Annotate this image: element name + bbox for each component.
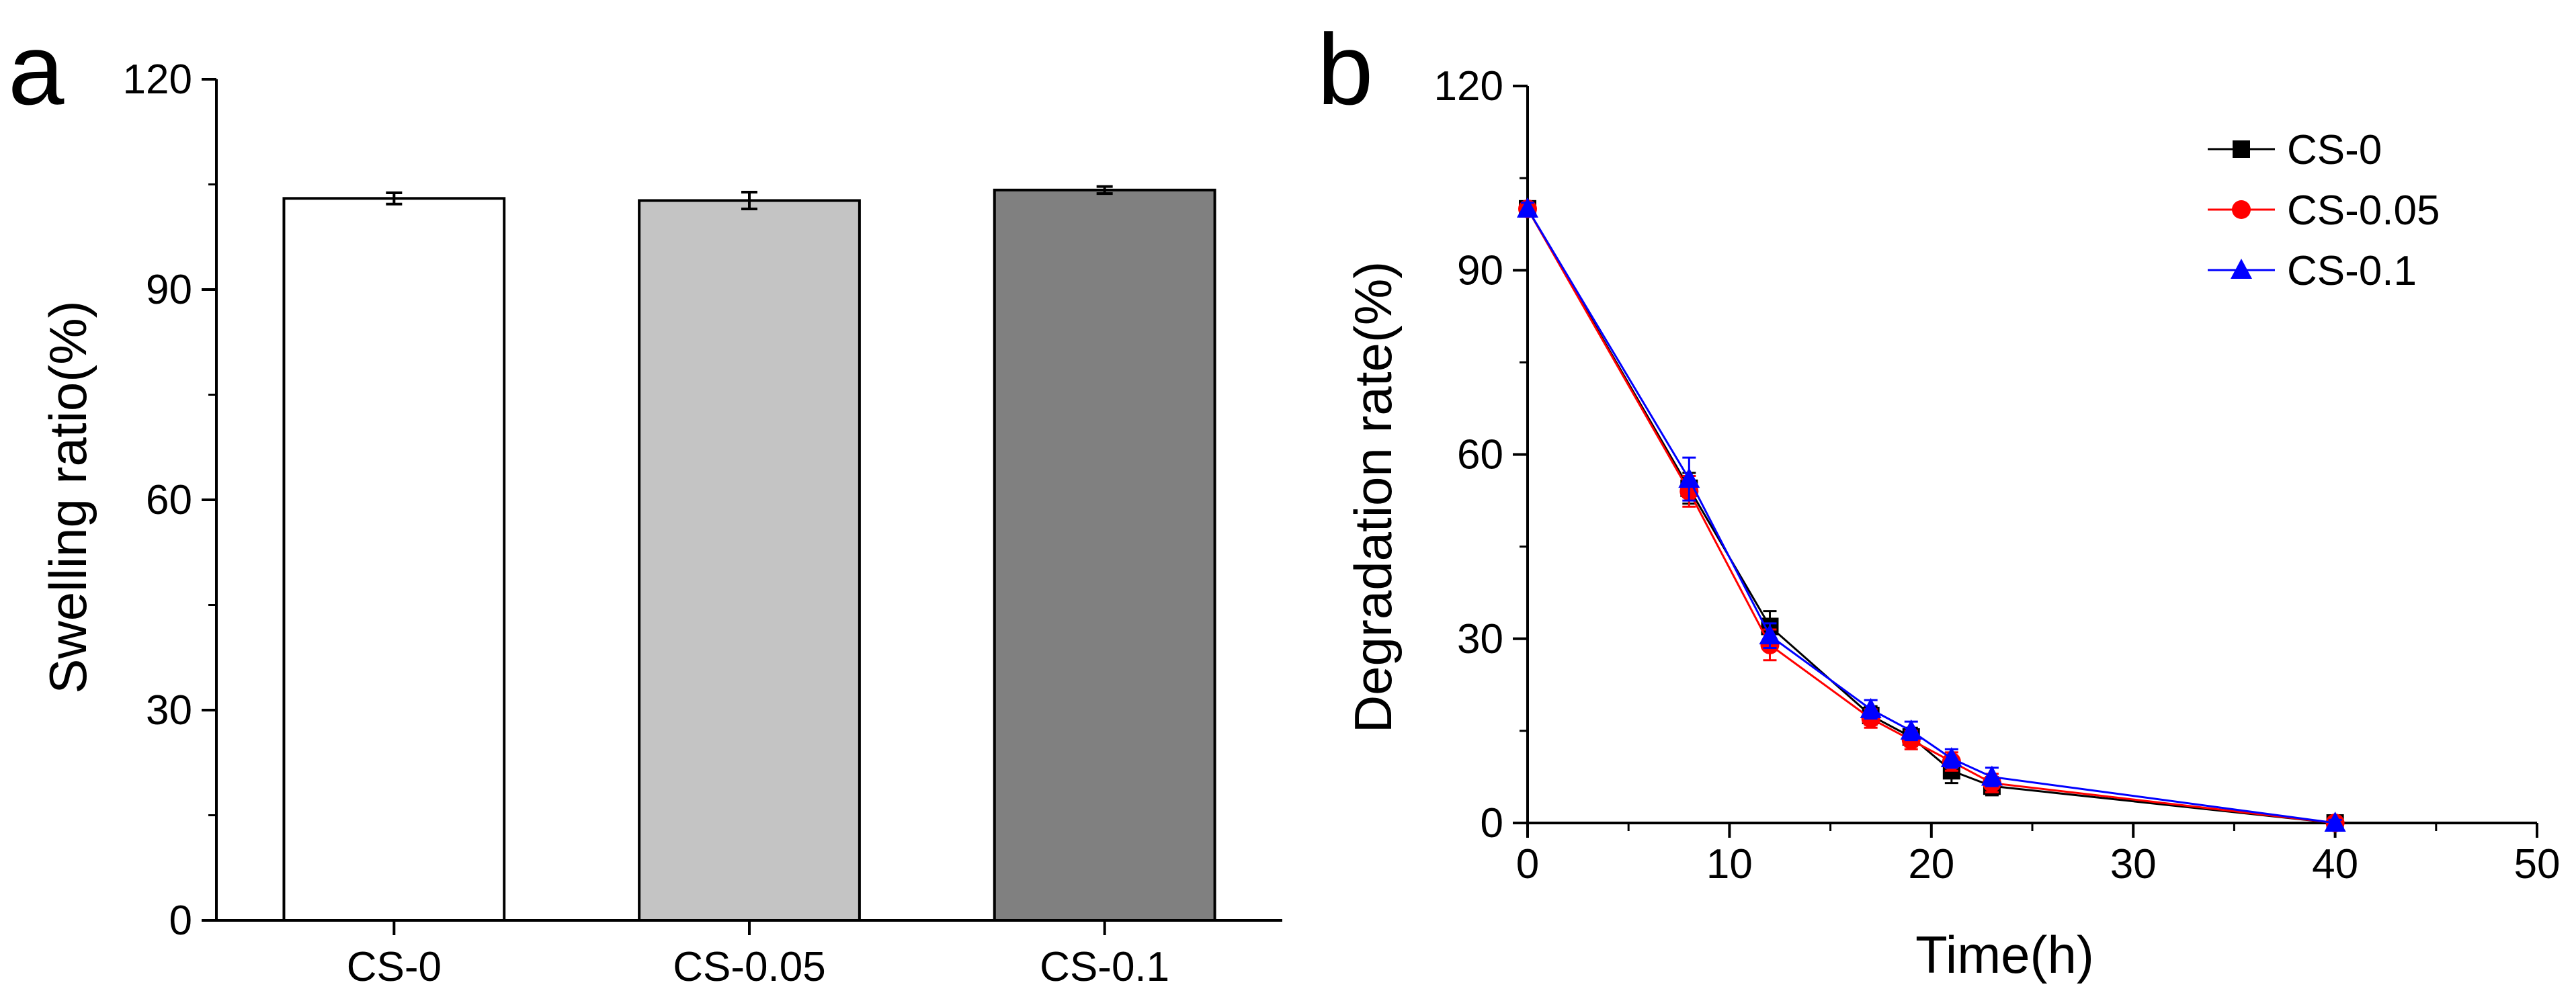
marker-triangle: [1759, 624, 1781, 645]
panel-a-ticks: 0 30 60 90 120 CS-0 CS-0.05 CS-0.1: [123, 56, 1170, 990]
marker-triangle: [1900, 719, 1922, 740]
panel-b-legend: CS-0 CS-0.05 CS-0.1: [2208, 127, 2440, 294]
panel-a-x-tick-label: CS-0: [347, 944, 442, 990]
marker-triangle: [1981, 765, 2003, 786]
bar: [638, 199, 861, 922]
panel-a: a 0 30 60 90 120 CS-0 CS-0.05 CS-0.1 Swelling r…: [8, 13, 1282, 990]
panel-b-x-tick-label: 0: [1516, 841, 1539, 887]
panel-a-y-axis-title: Swelling ratio(%): [38, 300, 97, 693]
marker-triangle: [1940, 747, 1962, 768]
panel-label-a: a: [8, 13, 65, 126]
panel-a-x-tick-label: CS-0.1: [1040, 944, 1169, 990]
panel-b-y-tick-label: 120: [1434, 63, 1503, 110]
legend-label: CS-0: [2287, 127, 2382, 173]
bar: [993, 188, 1216, 922]
marker-square: [2233, 140, 2250, 158]
marker-triangle: [1517, 197, 1538, 218]
panel-b-series: [1517, 197, 2346, 832]
panel-a-bars: [282, 185, 1216, 922]
marker-circle: [2232, 200, 2251, 219]
panel-a-y-tick-label: 30: [146, 687, 192, 734]
marker-triangle: [1860, 697, 1882, 718]
bar: [282, 197, 506, 922]
panel-b-y-tick-label: 0: [1481, 800, 1503, 846]
panel-b-y-tick-label: 60: [1457, 432, 1503, 478]
panel-b-y-tick-label: 30: [1457, 616, 1503, 662]
series-line: [1526, 208, 2335, 824]
marker-triangle: [1678, 468, 1700, 488]
panel-b-x-tick-label: 30: [2110, 841, 2157, 887]
panel-b-ticks: 0 30 60 90 120 0 10 20 30 40 50: [1434, 63, 2561, 887]
panel-a-y-tick-label: 0: [169, 898, 192, 944]
panel-b-x-axis-title: Time(h): [1915, 925, 2094, 984]
series-line: [1526, 208, 2335, 824]
panel-b-x-tick-label: 40: [2312, 841, 2358, 887]
series-line: [1526, 208, 2335, 824]
panel-a-y-tick-label: 120: [123, 56, 192, 103]
panel-b-y-tick-label: 90: [1457, 247, 1503, 294]
panel-a-y-tick-label: 90: [146, 267, 192, 313]
panel-a-y-tick-label: 60: [146, 477, 192, 523]
marker-triangle: [2231, 259, 2252, 279]
panel-b-y-axis-title: Degradation rate(%): [1343, 261, 1403, 733]
panel-label-b: b: [1317, 13, 1373, 126]
panel-b-x-tick-label: 10: [1706, 841, 1753, 887]
panel-b-x-tick-label: 50: [2514, 841, 2561, 887]
legend-label: CS-0.05: [2287, 187, 2440, 234]
legend-label: CS-0.1: [2287, 248, 2417, 294]
panel-b-x-tick-label: 20: [1908, 841, 1954, 887]
marker-triangle: [2324, 812, 2346, 832]
panel-a-x-tick-label: CS-0.05: [673, 944, 825, 990]
panel-b: b 0 30 60 90 120 0 10 20 30 40 50 CS-0 CS-0.05 CS-0.…: [1317, 13, 2560, 984]
